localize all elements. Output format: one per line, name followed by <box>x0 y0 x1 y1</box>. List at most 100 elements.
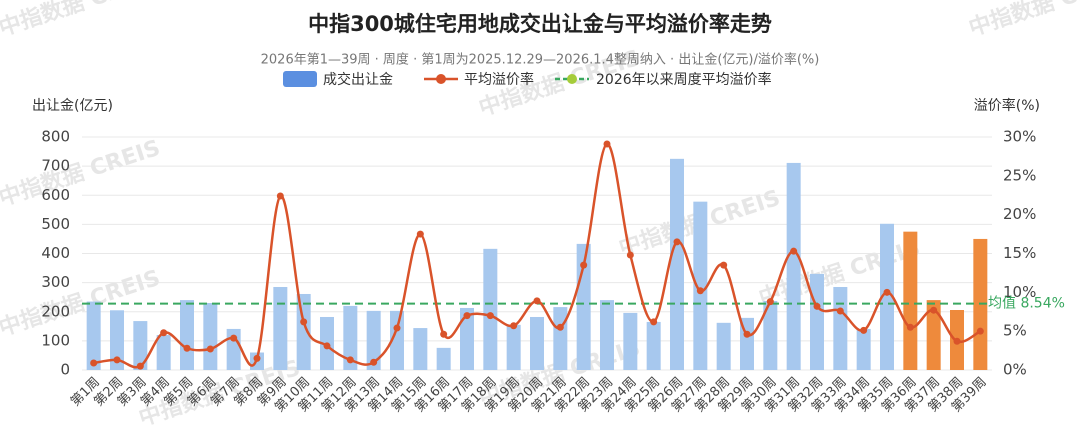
bar <box>483 248 498 370</box>
y-tick-label: 800 <box>41 128 70 146</box>
y-tick-label: 0 <box>60 361 70 379</box>
line-point <box>393 324 401 332</box>
y-tick-label: 700 <box>41 157 70 175</box>
line-point <box>416 230 424 238</box>
bar <box>413 328 428 370</box>
line-point <box>113 356 121 364</box>
bar <box>366 310 381 370</box>
line-point <box>836 307 844 315</box>
y-tick-label: 500 <box>41 215 70 233</box>
line-point <box>253 354 261 362</box>
bar <box>880 223 894 370</box>
bar <box>553 307 568 370</box>
bar <box>856 328 871 370</box>
watermark: 中指数据 CREIS <box>0 0 163 41</box>
bar <box>133 321 148 370</box>
line-point <box>370 358 378 366</box>
line-point <box>813 302 821 310</box>
y-tick-label: 100 <box>41 331 70 349</box>
bar <box>623 312 638 370</box>
line-point <box>696 287 704 295</box>
y-tick-label: 400 <box>41 244 70 262</box>
line-point <box>300 318 308 326</box>
bar <box>716 322 731 370</box>
bar <box>530 316 544 370</box>
line-point <box>206 345 214 353</box>
y-tick-label: 300 <box>41 273 70 291</box>
bar <box>786 162 801 370</box>
bar <box>810 273 824 370</box>
line-point <box>136 362 144 370</box>
bar <box>506 324 521 370</box>
bar <box>460 307 474 370</box>
line-point <box>276 192 284 200</box>
y2-tick-label: 20% <box>1003 205 1036 223</box>
y2-tick-label: 15% <box>1003 244 1036 262</box>
line-point <box>790 247 798 255</box>
legend-swatch <box>283 71 317 87</box>
bar <box>903 231 918 370</box>
watermark: 中指数据 CREIS <box>0 135 163 212</box>
y2-tick-label: 25% <box>1003 166 1036 184</box>
line-point <box>440 330 448 338</box>
line-point <box>766 298 774 306</box>
line-point <box>486 312 494 320</box>
line-point <box>743 330 751 338</box>
line-point <box>230 334 238 342</box>
bar <box>693 201 708 370</box>
line-point <box>930 306 938 314</box>
bar <box>180 300 194 370</box>
bar <box>436 347 451 370</box>
bar <box>833 286 848 370</box>
chart-title: 中指300城住宅用地成交出让金与平均溢价率走势 <box>308 12 772 36</box>
line-point <box>556 323 564 331</box>
line-point <box>533 297 541 305</box>
line-point <box>626 251 634 259</box>
y2-tick-label: 30% <box>1003 128 1036 146</box>
y-tick-label: 200 <box>41 302 70 320</box>
line-point <box>906 323 914 331</box>
line-point <box>90 359 98 367</box>
bar <box>296 293 311 370</box>
line-point <box>603 140 611 148</box>
y2-tick-label: 0% <box>1003 361 1027 379</box>
line-point <box>673 238 681 246</box>
bar <box>390 310 404 370</box>
bar <box>273 286 288 370</box>
legend-swatch <box>436 74 446 84</box>
bar <box>110 310 124 370</box>
line-point <box>953 337 961 345</box>
bar <box>926 300 941 370</box>
bar <box>203 303 218 370</box>
bar <box>646 321 661 370</box>
bar <box>600 300 614 370</box>
bar <box>86 301 101 370</box>
y2-axis-label: 溢价率(%) <box>974 97 1040 114</box>
line-point <box>976 327 984 335</box>
y2-tick-label: 10% <box>1003 283 1036 301</box>
y-tick-label: 600 <box>41 186 70 204</box>
average-label: 均值 8.54% <box>988 296 1065 312</box>
line-point <box>580 261 588 269</box>
chart-subtitle: 2026年第1—39周 · 周度 · 第1周为2025.12.29—2026.1… <box>261 52 820 68</box>
y2-tick-label: 5% <box>1003 322 1027 340</box>
bar <box>156 335 171 370</box>
bar <box>763 300 778 370</box>
legend-label: 2026年以来周度平均溢价率 <box>596 71 772 88</box>
line-point <box>346 356 354 364</box>
watermark: 中指数据 CREIS <box>966 0 1080 41</box>
line-point <box>323 342 331 350</box>
legend-swatch <box>567 74 577 84</box>
legend-label: 平均溢价率 <box>464 71 534 88</box>
line-point <box>650 318 658 326</box>
line-point <box>183 344 191 352</box>
line-point <box>883 288 891 296</box>
legend-label: 成交出让金 <box>323 71 393 88</box>
bar <box>343 305 358 370</box>
line-point <box>463 312 471 320</box>
line-point <box>160 329 168 337</box>
line-point <box>720 261 728 269</box>
line-point <box>510 322 518 330</box>
bar <box>670 158 684 370</box>
